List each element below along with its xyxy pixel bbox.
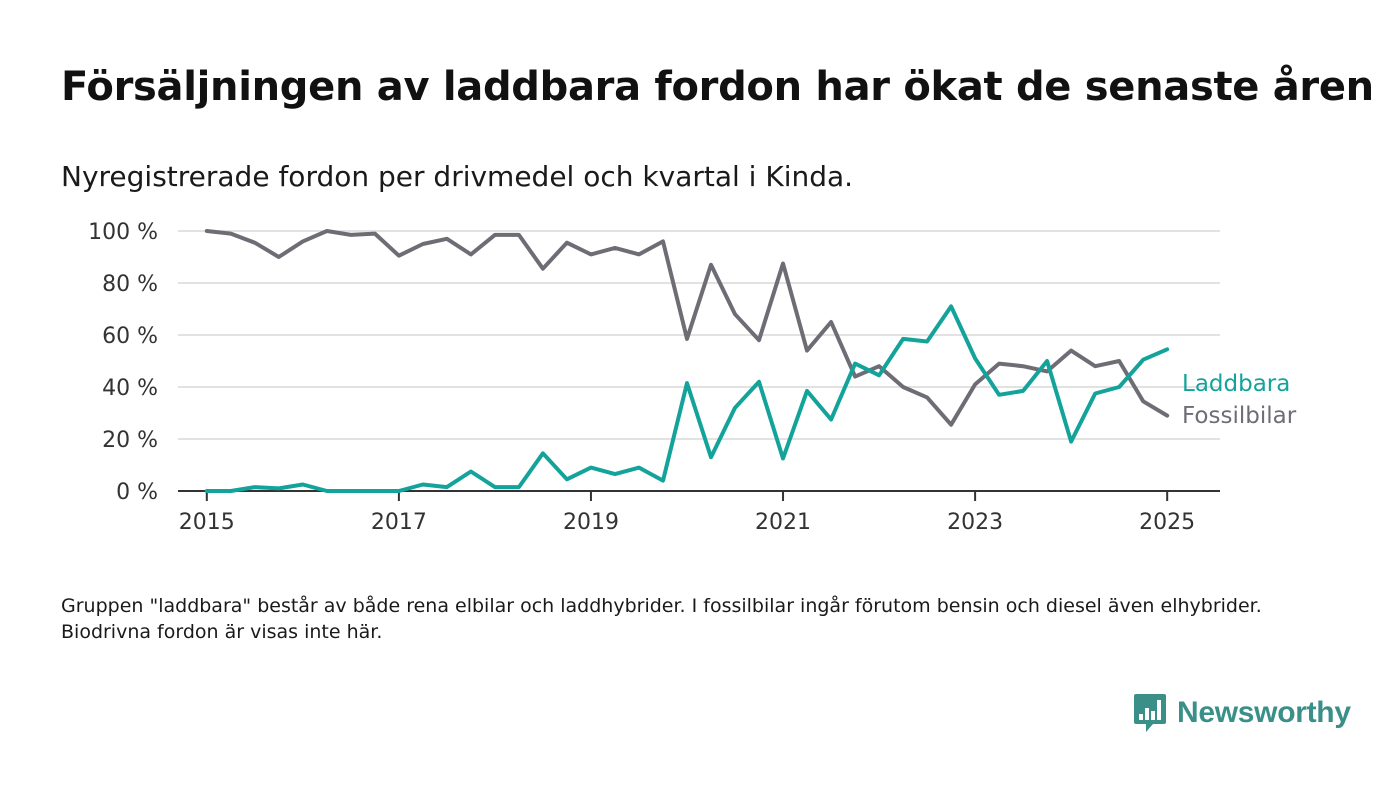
chart-subtitle: Nyregistrerade fordon per drivmedel och … [61, 160, 854, 193]
series-lines [204, 229, 1170, 493]
chart-title: Försäljningen av laddbara fordon har öka… [61, 64, 1374, 110]
y-tick-label: 80 % [102, 272, 158, 297]
footnote: Gruppen "laddbara" består av både rena e… [61, 595, 1262, 643]
x-tick-label: 2025 [1139, 510, 1195, 535]
y-tick-label: 100 % [88, 220, 158, 245]
newsworthy-logo-icon [1134, 694, 1166, 732]
y-axis: 0 % 20 % 40 % 60 % 80 % 100 % [88, 220, 158, 505]
x-tick-label: 2023 [947, 510, 1003, 535]
y-tick-label: 60 % [102, 324, 158, 349]
y-tick-label: 0 % [116, 480, 158, 505]
x-tick-label: 2019 [563, 510, 619, 535]
series-line-laddbara [204, 304, 1170, 493]
legend-label-fossilbilar: Fossilbilar [1182, 403, 1297, 429]
y-tick-label: 40 % [102, 376, 158, 401]
x-tick-label: 2015 [179, 510, 235, 535]
series-line-fossilbilar [204, 229, 1170, 427]
brand-logo[interactable]: Newsworthy [1133, 692, 1351, 734]
gridlines [178, 230, 1220, 440]
x-tick-label: 2021 [755, 510, 811, 535]
x-axis: 2015 2017 2019 2021 2023 2025 [178, 490, 1220, 535]
legend-label-laddbara: Laddbara [1182, 371, 1290, 397]
brand-name: Newsworthy [1177, 696, 1351, 729]
legend: Laddbara Fossilbilar [1182, 371, 1297, 429]
y-tick-label: 20 % [102, 428, 158, 453]
x-tick-label: 2017 [371, 510, 427, 535]
